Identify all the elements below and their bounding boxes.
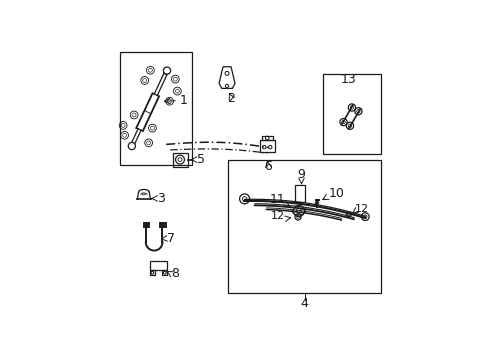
Text: 10: 10: [327, 187, 344, 200]
Text: 3: 3: [157, 192, 164, 205]
Text: 1: 1: [180, 94, 187, 107]
Text: 2: 2: [226, 92, 234, 105]
Text: 13: 13: [341, 73, 356, 86]
Bar: [150, 270, 155, 275]
Bar: [322, 74, 380, 154]
Text: 4: 4: [300, 297, 308, 310]
Text: 11: 11: [269, 193, 285, 206]
Bar: [173, 153, 188, 167]
Text: 12: 12: [270, 211, 284, 221]
Bar: [295, 185, 305, 202]
Bar: [162, 270, 167, 275]
Bar: [120, 51, 192, 165]
Text: 7: 7: [166, 232, 174, 245]
Text: 8: 8: [171, 267, 179, 280]
Bar: [262, 136, 272, 140]
Bar: [150, 261, 167, 270]
Text: 9: 9: [297, 168, 305, 181]
Text: 5: 5: [196, 153, 204, 166]
Bar: [228, 159, 380, 293]
Bar: [259, 140, 274, 152]
Text: 6: 6: [264, 160, 271, 173]
Text: 12: 12: [354, 203, 368, 213]
